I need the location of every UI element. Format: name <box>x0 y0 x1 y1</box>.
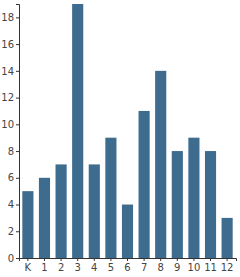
x-tick-label: 12 <box>221 262 234 273</box>
x-tick-label: 4 <box>91 262 97 273</box>
y-tick-mark <box>16 124 19 125</box>
bar <box>39 178 50 258</box>
y-tick-label: 16 <box>1 39 14 50</box>
bar <box>155 71 166 258</box>
x-tick: 11 <box>204 258 217 273</box>
y-tick: 0 <box>8 253 19 264</box>
x-tick-mark <box>160 258 161 261</box>
x-tick: 1 <box>41 258 47 273</box>
x-tick-label: 9 <box>174 262 180 273</box>
bar <box>122 205 133 258</box>
x-tick-mark <box>227 258 228 261</box>
y-tick-mark <box>16 178 19 179</box>
bar <box>172 151 183 258</box>
x-tick-mark <box>44 258 45 261</box>
x-tick-mark <box>210 258 211 261</box>
x-tick-mark <box>127 258 128 261</box>
bar <box>139 111 150 258</box>
bar <box>72 4 83 258</box>
x-tick-label: 2 <box>58 262 64 273</box>
y-tick-label: 8 <box>8 146 14 157</box>
plot: 024681012141618K123456789101112 <box>1 4 236 273</box>
x-tick-label: 1 <box>41 262 47 273</box>
x-tick: 7 <box>141 258 147 273</box>
x-tick: K <box>25 258 32 273</box>
y-tick-mark <box>16 231 19 232</box>
x-tick: 2 <box>58 258 64 273</box>
y-tick-label: 4 <box>8 199 14 210</box>
x-tick: 4 <box>91 258 97 273</box>
x-tick-label: K <box>25 262 32 273</box>
x-tick-label: 10 <box>188 262 201 273</box>
y-tick: 4 <box>8 199 19 210</box>
bars <box>22 4 232 258</box>
x-tick-mark <box>193 258 194 261</box>
bar <box>105 138 116 258</box>
y-tick-label: 12 <box>1 92 14 103</box>
x-tick-label: 8 <box>158 262 164 273</box>
y-tick: 14 <box>1 66 19 77</box>
bar <box>56 164 67 258</box>
y-tick: 8 <box>8 146 19 157</box>
y-tick: 16 <box>1 39 19 50</box>
y-tick: 10 <box>1 119 19 130</box>
y-tick: 12 <box>1 92 19 103</box>
y-tick-mark <box>16 71 19 72</box>
x-tick: 10 <box>188 258 201 273</box>
x-tick: 8 <box>158 258 164 273</box>
x-axis: K123456789101112 <box>20 258 237 273</box>
y-tick: 18 <box>1 12 19 23</box>
bar <box>222 218 233 258</box>
y-tick-label: 6 <box>8 172 14 183</box>
x-axis-line <box>20 259 237 262</box>
y-tick-mark <box>16 151 19 152</box>
y-axis: 0 2 4 6 8 10 12 14 16 18 <box>1 5 19 264</box>
y-axis-line <box>16 5 20 259</box>
x-tick: 12 <box>221 258 234 273</box>
y-tick-label: 10 <box>1 119 14 130</box>
x-tick-label: 11 <box>204 262 217 273</box>
x-tick-label: 3 <box>75 262 81 273</box>
x-tick-label: 5 <box>108 262 114 273</box>
x-tick-mark <box>144 258 145 261</box>
y-tick-mark <box>16 44 19 45</box>
y-tick-mark <box>16 17 19 18</box>
x-tick-mark <box>177 258 178 261</box>
x-tick-mark <box>77 258 78 261</box>
x-tick: 6 <box>124 258 130 273</box>
y-tick-label: 0 <box>8 253 14 264</box>
x-tick-mark <box>110 258 111 261</box>
x-tick-mark <box>61 258 62 261</box>
x-tick-mark <box>27 258 28 261</box>
bar <box>188 138 199 258</box>
y-tick-label: 2 <box>8 226 14 237</box>
chart: 024681012141618K123456789101112 <box>0 0 240 277</box>
y-tick-mark <box>16 98 19 99</box>
y-tick-mark <box>16 258 19 259</box>
y-tick: 2 <box>8 226 19 237</box>
bar <box>22 191 33 258</box>
y-tick-label: 18 <box>1 12 14 23</box>
x-tick: 9 <box>174 258 180 273</box>
x-tick: 3 <box>75 258 81 273</box>
bar <box>89 164 100 258</box>
x-tick: 5 <box>108 258 114 273</box>
x-tick-mark <box>94 258 95 261</box>
y-tick-mark <box>16 205 19 206</box>
x-tick-label: 7 <box>141 262 147 273</box>
bar <box>205 151 216 258</box>
y-tick-label: 14 <box>1 66 14 77</box>
x-tick-label: 6 <box>124 262 130 273</box>
y-tick: 6 <box>8 172 19 183</box>
